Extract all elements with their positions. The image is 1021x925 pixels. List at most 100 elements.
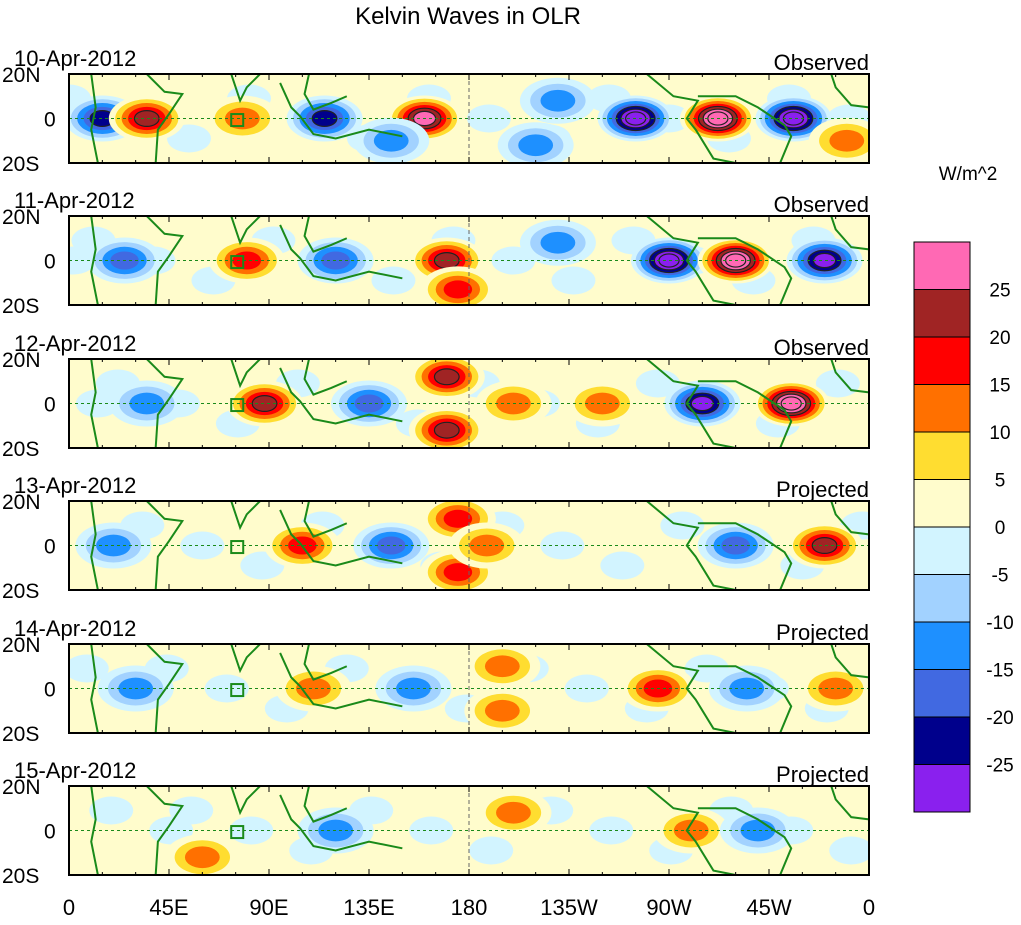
- colorbar-swatch: [913, 384, 971, 433]
- colorbar-swatch: [913, 669, 971, 718]
- anomaly-feature: [419, 266, 496, 305]
- colorbar-swatch: [913, 716, 971, 765]
- y-tick-label: 0: [44, 679, 56, 702]
- panel-type-label: Projected: [776, 762, 869, 787]
- anomaly-feature: [564, 380, 641, 427]
- coastlines: [90, 216, 869, 305]
- anomaly-feature: [653, 807, 730, 854]
- colorbar-swatch: [913, 336, 971, 385]
- contour-level: [184, 846, 220, 869]
- y-tick-label: 20N: [2, 634, 41, 657]
- panel-type-label: Observed: [774, 192, 869, 217]
- colorbar-label: -15: [986, 661, 1013, 682]
- colorbar-swatch: [913, 431, 971, 480]
- weak-anomaly: [371, 266, 416, 295]
- x-tick-label: 0: [63, 895, 75, 920]
- anomaly-feature: [464, 687, 541, 733]
- x-tick-label: 180: [451, 895, 488, 920]
- contour-level: [484, 699, 520, 722]
- weak-anomaly: [89, 796, 134, 825]
- contour-level: [818, 677, 854, 700]
- panel-date-label: 14-Apr-2012: [14, 616, 136, 641]
- contour-level: [469, 534, 505, 557]
- weak-anomaly: [75, 389, 120, 418]
- y-tick-label: 20S: [2, 295, 39, 318]
- y-tick-label: 20N: [2, 776, 41, 799]
- contour-level: [443, 509, 473, 528]
- coastlines: [90, 74, 869, 163]
- colorbar-swatch: [913, 764, 971, 813]
- x-tick-label: 90W: [646, 895, 691, 920]
- panel-date-label: 10-Apr-2012: [14, 46, 136, 71]
- anomaly-feature: [226, 380, 303, 427]
- anomaly-feature: [448, 522, 525, 569]
- weak-anomaly: [469, 836, 514, 865]
- anomaly-feature: [408, 359, 485, 400]
- contour-level: [376, 536, 406, 555]
- panel-type-label: Observed: [774, 335, 869, 360]
- anomaly-feature: [786, 522, 863, 569]
- panel-date-label: 11-Apr-2012: [14, 188, 135, 213]
- anomaly-feature: [755, 95, 832, 142]
- coastlines: [90, 644, 869, 733]
- colorbar-swatch: [913, 241, 971, 290]
- panel-type-label: Projected: [776, 620, 869, 645]
- contour-level: [782, 111, 805, 126]
- x-tick-label: 45W: [746, 895, 791, 920]
- contour-level: [484, 655, 520, 678]
- contour-level: [251, 394, 278, 413]
- panel-date-label: 13-Apr-2012: [14, 473, 136, 498]
- panel-type-label: Observed: [774, 50, 869, 75]
- contour-level: [829, 129, 865, 152]
- y-tick-label: 20N: [2, 491, 41, 514]
- panel-date-label: 12-Apr-2012: [14, 331, 136, 356]
- contour-level: [311, 109, 338, 128]
- colorbar-label: -20: [986, 708, 1013, 729]
- y-tick-label: 0: [44, 109, 56, 132]
- y-tick-label: 20N: [2, 206, 41, 229]
- contour-level: [433, 421, 460, 439]
- anomaly-feature: [786, 237, 863, 284]
- colorbar-label: -10: [986, 613, 1013, 634]
- anomaly-feature: [475, 789, 552, 836]
- x-tick-label: 0: [863, 895, 875, 920]
- colorbar-swatch: [913, 621, 971, 670]
- colorbar-swatch: [913, 289, 971, 338]
- contour-level: [443, 280, 473, 299]
- colorbar-label: 10: [989, 423, 1010, 444]
- colorbar-label: 0: [995, 518, 1006, 539]
- weak-anomaly: [169, 796, 214, 825]
- anomaly-feature: [519, 219, 596, 266]
- y-tick-label: 0: [44, 536, 56, 559]
- anomaly-feature: [408, 407, 485, 448]
- colorbar-label: 15: [989, 376, 1010, 397]
- weak-anomaly: [815, 369, 860, 398]
- y-tick-label: 20N: [2, 349, 41, 372]
- contour-level: [740, 819, 776, 842]
- contour-level: [496, 801, 531, 824]
- x-tick-label: 135W: [540, 895, 598, 920]
- y-tick-label: 0: [44, 251, 56, 274]
- weak-anomaly: [600, 551, 645, 580]
- y-tick-label: 0: [44, 821, 56, 844]
- y-tick-label: 20S: [2, 153, 39, 176]
- y-tick-label: 20S: [2, 865, 39, 888]
- anomaly-feature: [464, 644, 541, 690]
- colorbar-label: -25: [986, 756, 1013, 777]
- x-tick-label: 135E: [343, 895, 394, 920]
- contour-level: [811, 536, 838, 555]
- anomaly-feature: [519, 77, 596, 124]
- colorbar-label: 20: [989, 328, 1010, 349]
- panel-date-label: 15-Apr-2012: [14, 758, 136, 783]
- chart-title: Kelvin Waves in OLR: [355, 3, 581, 30]
- contour-level: [433, 368, 460, 386]
- contour-level: [584, 392, 620, 415]
- weak-anomaly: [829, 836, 869, 865]
